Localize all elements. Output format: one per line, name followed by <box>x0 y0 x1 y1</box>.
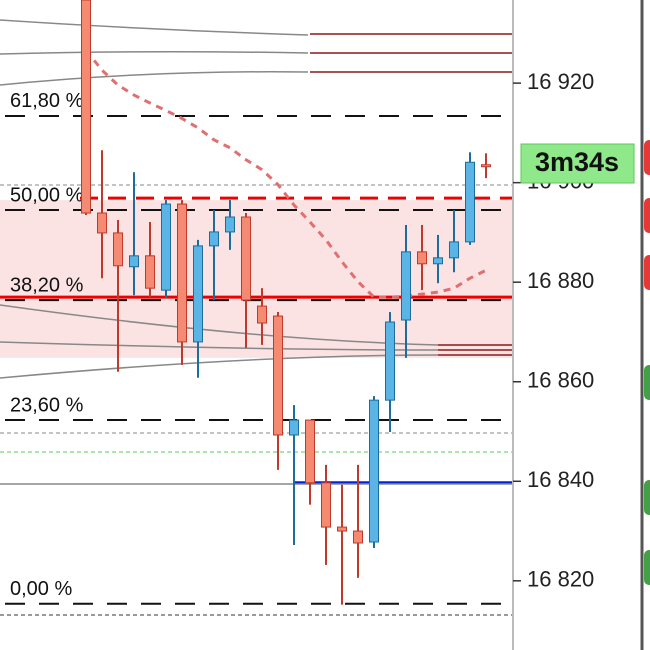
y-tick-label: 16 860 <box>527 368 594 393</box>
candle-body <box>161 203 171 291</box>
candle-body <box>177 203 187 343</box>
candle-body <box>337 526 347 532</box>
candle-body <box>305 419 315 484</box>
side-button[interactable] <box>644 198 650 233</box>
moving-average <box>84 49 487 299</box>
decor-line <box>0 71 309 86</box>
y-tick-label: 16 880 <box>527 268 594 293</box>
background-layer: 61,80 % 50,00 % 38,20 % 23,60 % 0,00 % <box>0 90 512 605</box>
y-tick-label: 16 820 <box>527 567 594 592</box>
candle-body <box>193 245 203 343</box>
candle-body <box>369 399 379 543</box>
y-tick-label: 16 920 <box>527 69 594 94</box>
timer: 3m34s <box>535 147 619 177</box>
side-button[interactable] <box>644 255 650 290</box>
candle-body <box>417 251 427 265</box>
candle-body <box>481 164 491 168</box>
candle-body <box>353 530 363 544</box>
side-button[interactable] <box>644 140 650 175</box>
candle-body <box>385 321 395 401</box>
timer-box <box>520 143 635 184</box>
decor-line <box>0 19 309 36</box>
candle-body <box>113 232 123 267</box>
side-button[interactable] <box>644 550 650 585</box>
zone <box>0 200 512 358</box>
fib-label: 0,00 % <box>10 578 72 600</box>
candle-body <box>129 255 139 268</box>
candle-body <box>257 305 267 324</box>
candle-body <box>145 255 155 289</box>
fib-label: 38,20 % <box>10 274 84 296</box>
decor-line <box>0 50 309 55</box>
fib-label: 50,00 % <box>10 184 84 206</box>
candle-body <box>289 419 299 436</box>
candle-body <box>225 216 235 233</box>
fib-label: 61,80 % <box>10 90 84 112</box>
fib-label: 23,60 % <box>10 394 84 416</box>
candle-body <box>449 241 459 259</box>
decor-line <box>0 354 439 379</box>
candle-body <box>273 315 283 436</box>
candle-body <box>209 231 219 247</box>
plot <box>81 0 491 605</box>
y-tick-label: 16 840 <box>527 467 594 492</box>
candle-body <box>401 251 411 321</box>
side-button[interactable] <box>644 480 650 515</box>
side-button[interactable] <box>644 365 650 400</box>
candle-body <box>433 257 443 265</box>
candle-body <box>321 482 331 528</box>
decor-levels <box>310 33 512 356</box>
candle-body <box>97 212 107 234</box>
candle-body <box>81 0 91 214</box>
candle-body <box>465 161 475 243</box>
candle-body <box>241 216 251 301</box>
